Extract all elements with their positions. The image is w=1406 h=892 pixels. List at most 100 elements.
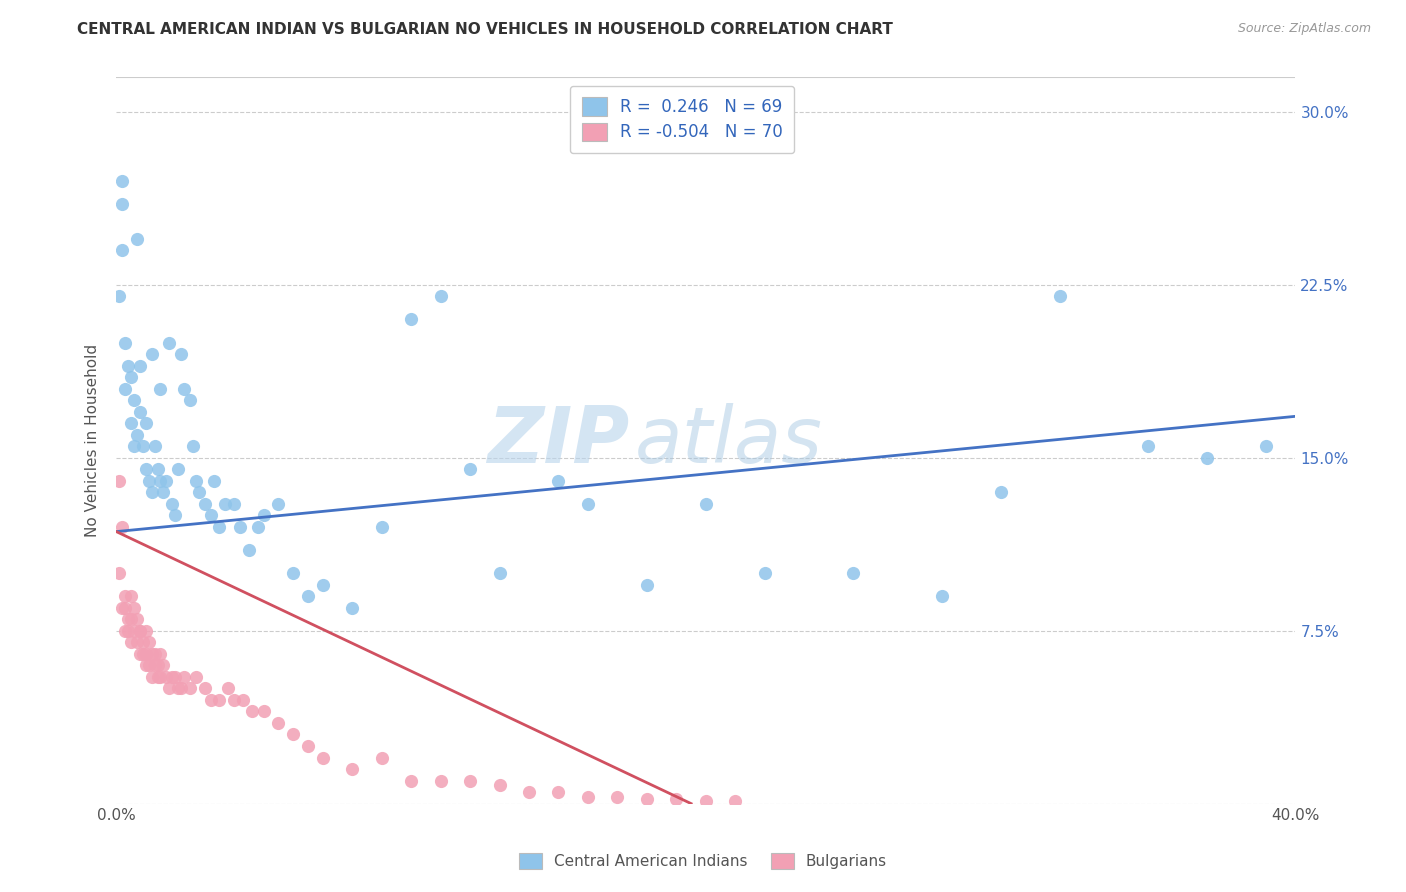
- Point: [155, 670, 177, 684]
- Point: [138, 635, 160, 649]
- Point: [267, 497, 290, 511]
- Point: [232, 693, 254, 707]
- Point: [636, 792, 658, 806]
- Point: [162, 497, 184, 511]
- Point: [842, 566, 865, 580]
- Point: [990, 485, 1012, 500]
- Point: [184, 474, 207, 488]
- Point: [488, 778, 510, 792]
- Point: [724, 794, 747, 808]
- Point: [695, 794, 717, 808]
- Point: [170, 681, 193, 696]
- Point: [141, 647, 163, 661]
- Point: [1049, 289, 1071, 303]
- Legend: R =  0.246   N = 69, R = -0.504   N = 70: R = 0.246 N = 69, R = -0.504 N = 70: [569, 86, 794, 153]
- Point: [194, 681, 217, 696]
- Point: [576, 789, 599, 804]
- Point: [146, 670, 169, 684]
- Point: [141, 347, 163, 361]
- Point: [141, 485, 163, 500]
- Point: [157, 681, 180, 696]
- Point: [155, 474, 177, 488]
- Point: [120, 416, 142, 430]
- Point: [125, 612, 148, 626]
- Text: atlas: atlas: [636, 402, 823, 478]
- Point: [340, 600, 363, 615]
- Point: [208, 693, 231, 707]
- Point: [181, 439, 204, 453]
- Point: [138, 474, 160, 488]
- Point: [173, 670, 195, 684]
- Legend: Central American Indians, Bulgarians: Central American Indians, Bulgarians: [513, 847, 893, 875]
- Point: [135, 658, 157, 673]
- Text: CENTRAL AMERICAN INDIAN VS BULGARIAN NO VEHICLES IN HOUSEHOLD CORRELATION CHART: CENTRAL AMERICAN INDIAN VS BULGARIAN NO …: [77, 22, 893, 37]
- Point: [152, 658, 174, 673]
- Point: [229, 520, 252, 534]
- Point: [281, 727, 304, 741]
- Point: [125, 232, 148, 246]
- Point: [149, 474, 172, 488]
- Point: [122, 600, 145, 615]
- Point: [165, 670, 187, 684]
- Point: [141, 670, 163, 684]
- Point: [143, 658, 166, 673]
- Point: [253, 705, 276, 719]
- Point: [122, 439, 145, 453]
- Point: [665, 792, 688, 806]
- Point: [297, 589, 319, 603]
- Point: [399, 312, 422, 326]
- Point: [184, 670, 207, 684]
- Point: [202, 474, 225, 488]
- Point: [370, 520, 392, 534]
- Point: [217, 681, 239, 696]
- Point: [111, 520, 134, 534]
- Point: [125, 427, 148, 442]
- Point: [240, 705, 263, 719]
- Point: [167, 681, 190, 696]
- Point: [138, 658, 160, 673]
- Point: [458, 462, 481, 476]
- Point: [143, 439, 166, 453]
- Point: [281, 566, 304, 580]
- Point: [149, 670, 172, 684]
- Point: [114, 600, 136, 615]
- Point: [114, 589, 136, 603]
- Point: [179, 681, 201, 696]
- Point: [1254, 439, 1277, 453]
- Point: [108, 289, 131, 303]
- Point: [117, 612, 139, 626]
- Point: [111, 197, 134, 211]
- Point: [122, 393, 145, 408]
- Point: [146, 658, 169, 673]
- Point: [162, 670, 184, 684]
- Point: [149, 647, 172, 661]
- Point: [1137, 439, 1160, 453]
- Point: [152, 485, 174, 500]
- Text: ZIP: ZIP: [486, 402, 630, 478]
- Text: Source: ZipAtlas.com: Source: ZipAtlas.com: [1237, 22, 1371, 36]
- Point: [120, 370, 142, 384]
- Point: [238, 543, 260, 558]
- Point: [135, 647, 157, 661]
- Point: [547, 785, 569, 799]
- Point: [606, 789, 628, 804]
- Point: [128, 624, 150, 638]
- Point: [122, 624, 145, 638]
- Point: [135, 416, 157, 430]
- Point: [149, 382, 172, 396]
- Point: [517, 785, 540, 799]
- Point: [165, 508, 187, 523]
- Point: [267, 715, 290, 730]
- Point: [311, 750, 333, 764]
- Point: [120, 635, 142, 649]
- Point: [214, 497, 236, 511]
- Point: [340, 762, 363, 776]
- Point: [132, 439, 155, 453]
- Point: [194, 497, 217, 511]
- Point: [200, 693, 222, 707]
- Point: [636, 577, 658, 591]
- Point: [146, 462, 169, 476]
- Y-axis label: No Vehicles in Household: No Vehicles in Household: [86, 344, 100, 537]
- Point: [399, 773, 422, 788]
- Point: [128, 624, 150, 638]
